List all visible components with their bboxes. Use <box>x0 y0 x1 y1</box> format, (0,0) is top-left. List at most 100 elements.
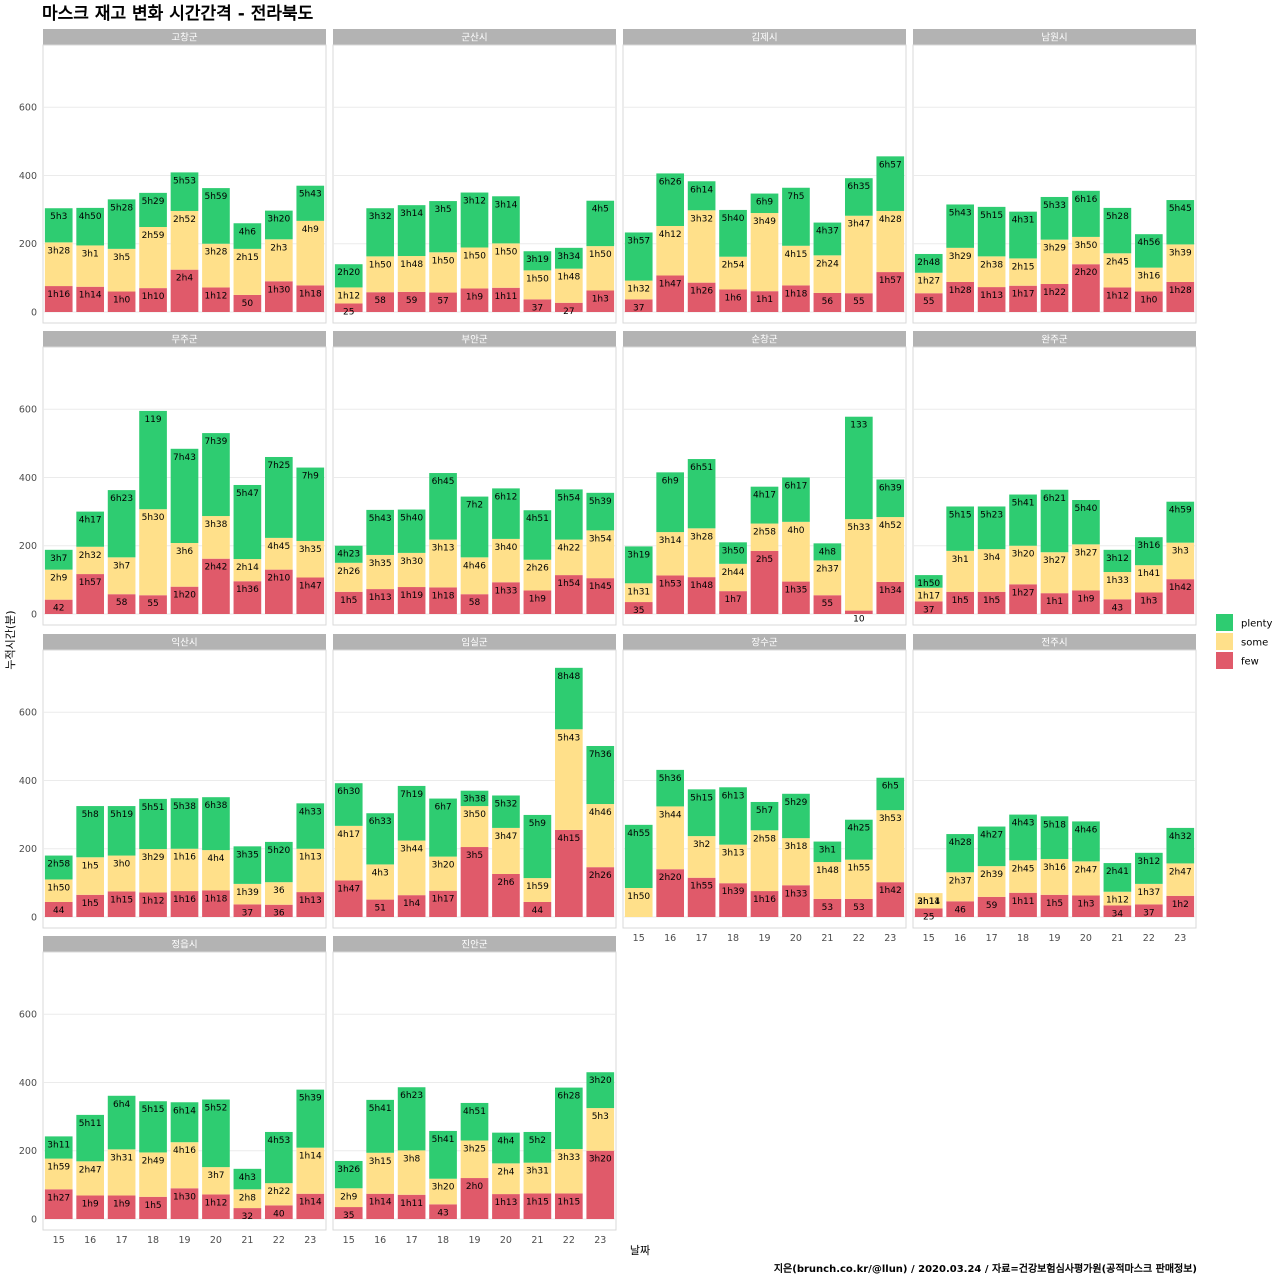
bar-segment-few <box>1166 281 1195 312</box>
bar-value-label: 3h4 <box>983 553 1000 563</box>
bar-value-label: 4h46 <box>1074 825 1097 835</box>
bar-value-label: 3h5 <box>434 205 451 215</box>
bar-segment-some <box>44 569 73 600</box>
bar-value-label: 7h9 <box>302 472 319 482</box>
bar-segment-plenty <box>750 193 779 214</box>
bar-value-label: 6h4 <box>113 1100 130 1110</box>
bar-segment-few <box>76 1195 105 1219</box>
bar-value-label: 1h14 <box>79 291 102 301</box>
bar-segment-few <box>656 869 685 917</box>
bar-value-label: 5h39 <box>299 1094 322 1104</box>
bar-segment-some <box>750 523 779 551</box>
bar-segment-plenty <box>844 819 873 860</box>
bar-segment-few <box>296 1193 325 1219</box>
bar-segment-some <box>1009 860 1037 893</box>
bar-segment-plenty <box>977 826 1006 867</box>
bar-segment-some <box>1009 545 1037 585</box>
facet-panel: 장수군 1h50 4h55 2h20 3h44 5h36 1h55 3h2 5h15 1h39 3h… <box>622 634 907 944</box>
bar-value-label: 5h40 <box>400 514 423 524</box>
bar-value-label: 6h28 <box>557 1092 580 1102</box>
legend-label-some: some <box>1241 638 1268 649</box>
x-tick-label: 20 <box>1080 933 1092 944</box>
bar-value-label: 3h16 <box>1043 863 1066 873</box>
bar-value-label: 4h17 <box>337 830 360 840</box>
bar-segment-plenty <box>429 798 457 857</box>
bar-value-label: 25 <box>923 912 934 922</box>
bar-value-label: 4h25 <box>847 824 870 834</box>
bar-value-label: 4h16 <box>173 1146 196 1156</box>
bar-value-label: 2h26 <box>337 567 360 577</box>
facet-panel: 임실군 1h47 4h17 6h30 51 4h3 6h33 1h4 3h44 7h19 1h17 3… <box>332 634 617 929</box>
bar-segment-few <box>296 577 325 614</box>
bar-segment-some <box>460 557 489 595</box>
bar-segment-plenty <box>554 489 583 540</box>
bar-segment-some <box>233 248 262 295</box>
bar-segment-plenty <box>946 506 975 551</box>
bar-value-label: 56 <box>822 297 834 307</box>
bar-value-label: 5h40 <box>1074 504 1097 514</box>
bar-value-label: 53 <box>822 903 833 913</box>
bar-value-label: 5h43 <box>299 190 322 200</box>
bar-value-label: 2h0 <box>466 1182 483 1192</box>
bar-value-label: 2h41 <box>1106 867 1129 877</box>
bar-segment-few <box>76 286 105 312</box>
bar-segment-plenty <box>429 1130 457 1179</box>
bar-value-label: 1h47 <box>337 884 360 894</box>
bar-value-label: 3h20 <box>589 1076 612 1086</box>
x-tick-label: 22 <box>273 1235 285 1246</box>
bar-segment-plenty <box>914 575 943 588</box>
bar-segment-some <box>107 855 136 892</box>
bar-value-label: 3h0 <box>113 860 130 870</box>
bar-segment-some <box>397 256 426 292</box>
bar-segment-plenty <box>656 173 685 226</box>
y-tick-label: 0 <box>31 308 37 319</box>
bar-value-label: 4h0 <box>787 526 804 536</box>
bar-segment-few <box>44 286 73 312</box>
facet-panels: 고창군02004006001h163h285h31h143h14h501h03h… <box>19 29 1197 1246</box>
x-tick-label: 16 <box>954 933 966 944</box>
facet-strip <box>623 634 906 650</box>
bar-segment-plenty <box>492 1132 520 1164</box>
bar-value-label: 3h44 <box>659 810 682 820</box>
bar-value-label: 4h51 <box>526 514 549 524</box>
bar-segment-plenty <box>76 511 105 547</box>
x-tick-label: 21 <box>241 1235 253 1246</box>
y-tick-label: 0 <box>31 913 37 924</box>
bar-segment-plenty <box>656 769 685 807</box>
bar-value-label: 5h38 <box>173 802 196 812</box>
bar-segment-some <box>876 810 905 883</box>
bar-segment-plenty <box>202 188 230 244</box>
facet-strip-label: 남원시 <box>1041 33 1067 44</box>
bar-segment-some <box>397 552 426 588</box>
bar-segment-few <box>76 894 105 917</box>
bar-segment-plenty <box>44 208 73 243</box>
bar-segment-few <box>107 1195 136 1219</box>
bar-segment-few <box>202 890 230 917</box>
bar-value-label: 2h20 <box>659 873 682 883</box>
bar-value-label: 3h14 <box>917 897 940 907</box>
bar-segment-plenty <box>1166 200 1195 245</box>
bar-segment-plenty <box>170 1102 199 1143</box>
bar-segment-few <box>586 1150 615 1219</box>
bar-segment-plenty <box>876 777 905 811</box>
bar-value-label: 133 <box>850 421 867 431</box>
bar-segment-few <box>397 587 426 614</box>
bar-segment-few <box>914 908 943 917</box>
bar-segment-plenty <box>1103 207 1132 254</box>
bar-value-label: 3h20 <box>1012 550 1035 560</box>
bar-value-label: 6h38 <box>204 801 227 811</box>
bar-value-label: 5h43 <box>369 514 392 524</box>
bar-value-label: 1h48 <box>400 260 423 270</box>
bar-segment-some <box>876 517 905 582</box>
bar-segment-some <box>1009 258 1037 286</box>
bar-value-label: 1h16 <box>47 290 70 300</box>
bar-value-label: 3h35 <box>236 850 259 860</box>
facet-panel: 남원시 55 1h27 2h48 1h28 3h29 5h43 1h13 2h38 5h15 1h1… <box>912 29 1197 324</box>
bar-segment-some <box>750 830 779 892</box>
bar-value-label: 34 <box>1112 909 1124 919</box>
bar-value-label: 43 <box>437 1208 448 1218</box>
bar-segment-plenty <box>233 484 262 560</box>
bar-segment-plenty <box>44 1136 73 1159</box>
bar-value-label: 37 <box>633 303 644 313</box>
bar-value-label: 6h39 <box>879 484 902 494</box>
